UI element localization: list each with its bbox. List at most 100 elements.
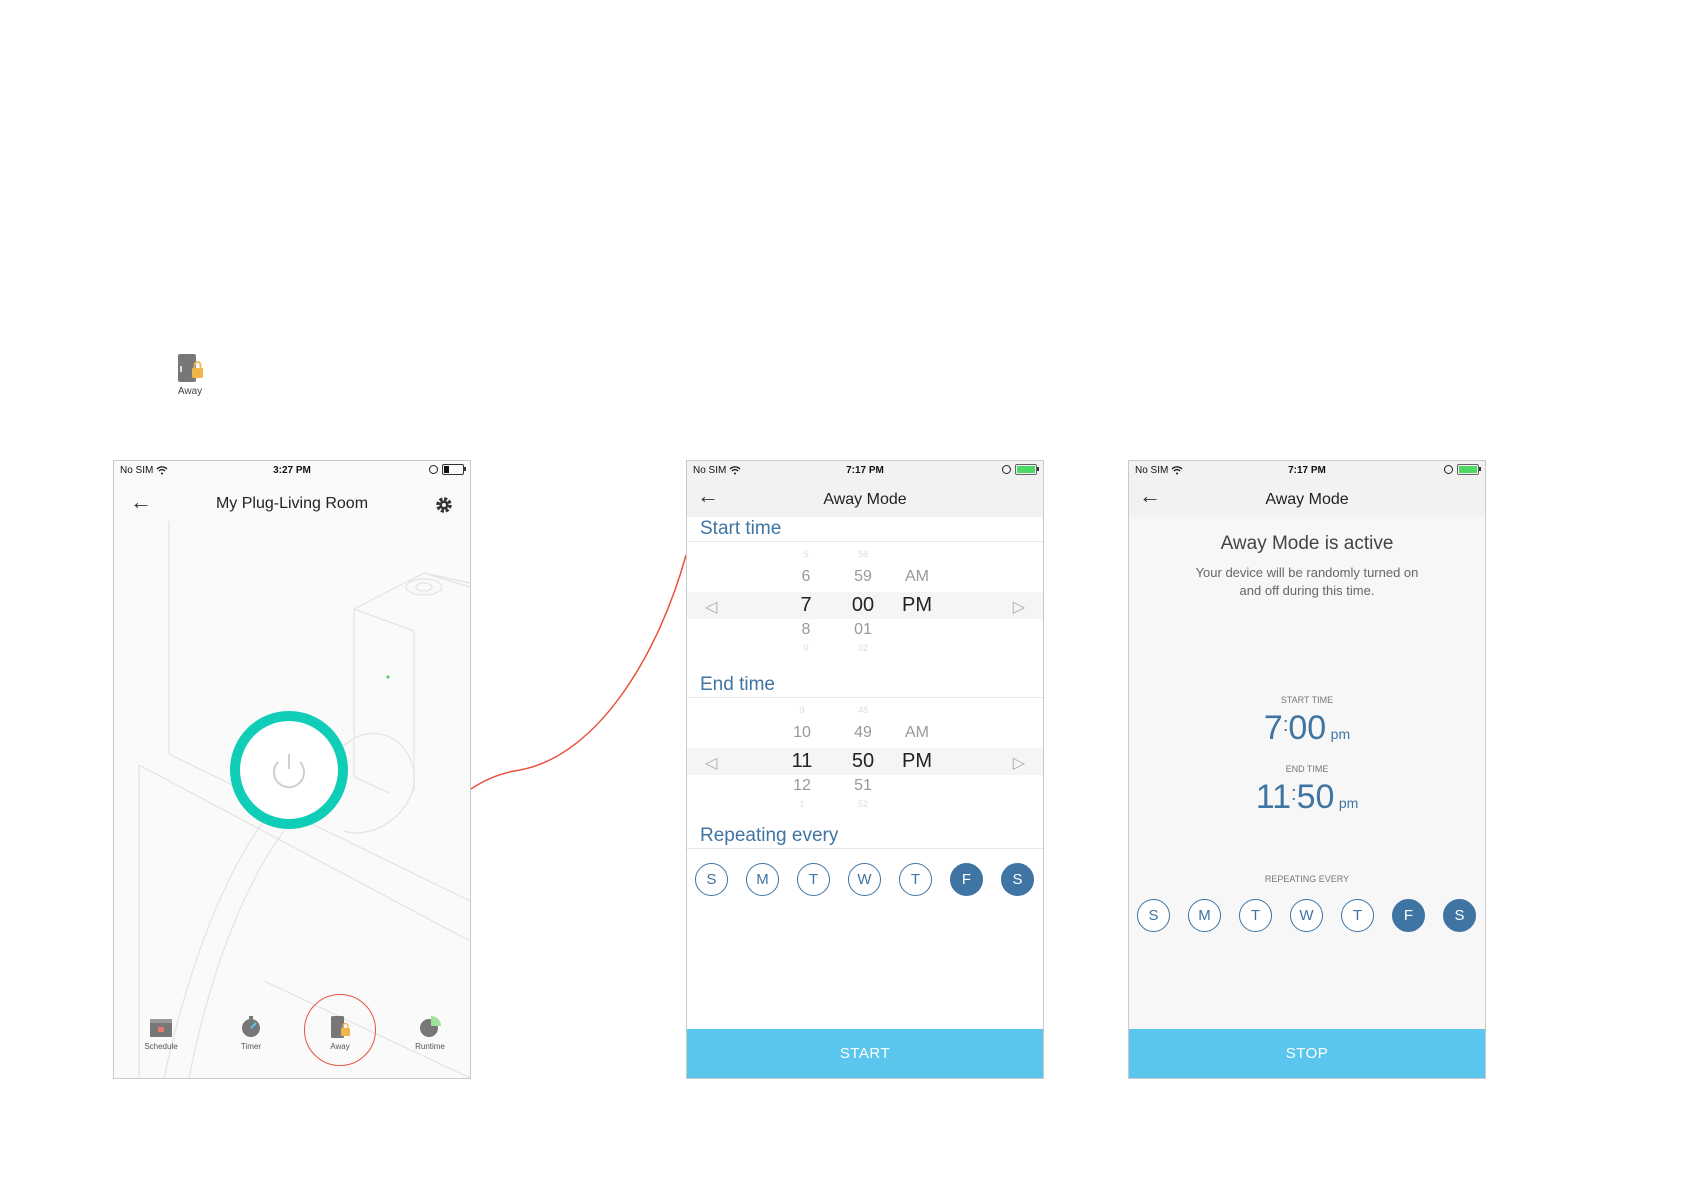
start-time-caption: START TIME xyxy=(1280,695,1334,705)
hour-option: 12 xyxy=(793,777,811,794)
away-legend-label: Away xyxy=(177,386,203,397)
hour-selected: 7 xyxy=(800,594,812,616)
phone-plug-home: No SIM 3:27 PM ← My Plug-Living Room xyxy=(113,460,471,1079)
chevron-right-icon[interactable]: ▷ xyxy=(1012,599,1025,616)
minute-option: 48 xyxy=(857,705,868,715)
page-title: My Plug-Living Room xyxy=(215,495,369,512)
day-tuesday[interactable]: T xyxy=(797,863,830,896)
nav-bar: ← Away Mode xyxy=(1129,479,1485,517)
back-arrow-icon[interactable]: ← xyxy=(1139,483,1161,508)
day-thursday: T xyxy=(1341,899,1374,932)
day-sunday: S xyxy=(1137,899,1170,932)
hour-column[interactable]: 9 10 11 12 1 xyxy=(782,705,822,815)
carrier-text: No SIM xyxy=(120,465,154,476)
ampm-option: AM xyxy=(905,568,929,585)
day-saturday[interactable]: S xyxy=(1001,863,1034,896)
hour-column[interactable]: 5 6 7 8 9 xyxy=(786,549,826,659)
chevron-right-icon[interactable]: ▷ xyxy=(1012,755,1025,772)
day-friday[interactable]: F xyxy=(950,863,983,896)
orientation-lock-icon xyxy=(429,465,438,474)
end-time-picker[interactable]: ◁ ▷ 9 10 11 12 1 48 49 50 51 52 AM PM xyxy=(687,705,1043,815)
battery-icon xyxy=(442,464,466,475)
back-arrow-icon[interactable]: ← xyxy=(697,483,719,508)
day-monday: M xyxy=(1188,899,1221,932)
away-callout-circle xyxy=(304,994,376,1066)
power-icon xyxy=(273,754,305,789)
status-time: 7:17 PM xyxy=(846,465,884,476)
start-hour: 7 xyxy=(1263,709,1283,747)
day-thursday[interactable]: T xyxy=(899,863,932,896)
ampm-option: AM xyxy=(905,724,929,741)
power-button[interactable] xyxy=(230,711,348,829)
description-line-1: Your device will be randomly turned on xyxy=(1195,565,1419,580)
page-title: Away Mode xyxy=(823,491,907,508)
away-lock-icon xyxy=(178,354,203,382)
start-time-label: Start time xyxy=(700,518,782,539)
minute-option: 51 xyxy=(854,777,872,794)
battery-charging-icon xyxy=(1015,464,1039,475)
end-ampm: pm xyxy=(1338,795,1359,811)
hour-option: 5 xyxy=(803,549,809,559)
end-time-display: 11:50 pm xyxy=(1255,778,1359,816)
day-sunday[interactable]: S xyxy=(695,863,728,896)
stopwatch-icon xyxy=(242,1016,260,1037)
end-time-caption: END TIME xyxy=(1285,764,1329,774)
carrier-text: No SIM xyxy=(1135,465,1169,476)
tab-schedule[interactable]: Schedule xyxy=(131,1016,191,1051)
ampm-selected: PM xyxy=(902,750,932,772)
picker-selection-band xyxy=(687,592,1043,619)
plug-illustration xyxy=(138,521,470,1078)
picker-selection-band xyxy=(687,748,1043,775)
hour-selected: 11 xyxy=(791,750,813,772)
ampm-column[interactable]: AM PM xyxy=(897,549,937,659)
wifi-icon xyxy=(1171,466,1183,475)
description-line-2: and off during this time. xyxy=(1239,583,1375,598)
ampm-column[interactable]: AM PM xyxy=(897,705,937,815)
back-arrow-icon[interactable]: ← xyxy=(130,489,152,514)
tab-label: Schedule xyxy=(144,1042,178,1051)
repeating-every-label: Repeating every xyxy=(700,825,839,846)
end-hour: 11 xyxy=(1255,778,1291,816)
status-time: 7:17 PM xyxy=(1288,465,1326,476)
divider xyxy=(687,697,1043,698)
divider xyxy=(687,848,1043,849)
minute-column[interactable]: 58 59 00 01 02 xyxy=(843,549,883,659)
status-bar: No SIM 3:27 PM xyxy=(114,461,470,479)
start-minute: 00 xyxy=(1288,709,1327,747)
day-friday: F xyxy=(1392,899,1425,932)
day-wednesday[interactable]: W xyxy=(848,863,881,896)
tab-label: Runtime xyxy=(415,1042,445,1051)
start-time-picker[interactable]: ◁ ▷ 5 6 7 8 9 58 59 00 01 02 AM PM xyxy=(687,549,1043,659)
day-saturday: S xyxy=(1443,899,1476,932)
wifi-icon xyxy=(156,466,168,475)
active-heading: Away Mode is active xyxy=(1220,533,1394,554)
minute-option: 02 xyxy=(857,643,868,653)
stop-button[interactable]: STOP xyxy=(1129,1029,1485,1078)
page-title: Away Mode xyxy=(1265,491,1349,508)
minute-option: 01 xyxy=(854,621,872,638)
day-monday[interactable]: M xyxy=(746,863,779,896)
ampm-selected: PM xyxy=(902,594,932,616)
chevron-left-icon[interactable]: ◁ xyxy=(705,755,718,772)
orientation-lock-icon xyxy=(1444,465,1453,474)
tab-timer[interactable]: Timer xyxy=(221,1016,281,1051)
start-button[interactable]: START xyxy=(687,1029,1043,1078)
tab-label: Timer xyxy=(240,1042,262,1051)
away-legend: Away xyxy=(160,352,220,397)
minute-option: 59 xyxy=(854,568,872,585)
phone-away-setup: No SIM 7:17 PM ← Away Mode Start time ◁ … xyxy=(686,460,1044,1079)
tab-runtime[interactable]: Runtime xyxy=(400,1016,460,1051)
start-time-display: 7:00 pm xyxy=(1263,709,1351,747)
chevron-left-icon[interactable]: ◁ xyxy=(705,599,718,616)
status-time: 3:27 PM xyxy=(273,465,311,476)
status-bar: No SIM 7:17 PM xyxy=(687,461,1043,479)
minute-selected: 50 xyxy=(851,750,875,772)
battery-charging-icon xyxy=(1457,464,1481,475)
hour-option: 8 xyxy=(801,621,811,638)
end-time-label: End time xyxy=(700,674,775,695)
gear-icon[interactable] xyxy=(434,495,454,515)
minute-option: 52 xyxy=(857,799,868,809)
minute-selected: 00 xyxy=(851,594,875,616)
repeating-every-caption: REPEATING EVERY xyxy=(1264,874,1350,884)
minute-column[interactable]: 48 49 50 51 52 xyxy=(843,705,883,815)
